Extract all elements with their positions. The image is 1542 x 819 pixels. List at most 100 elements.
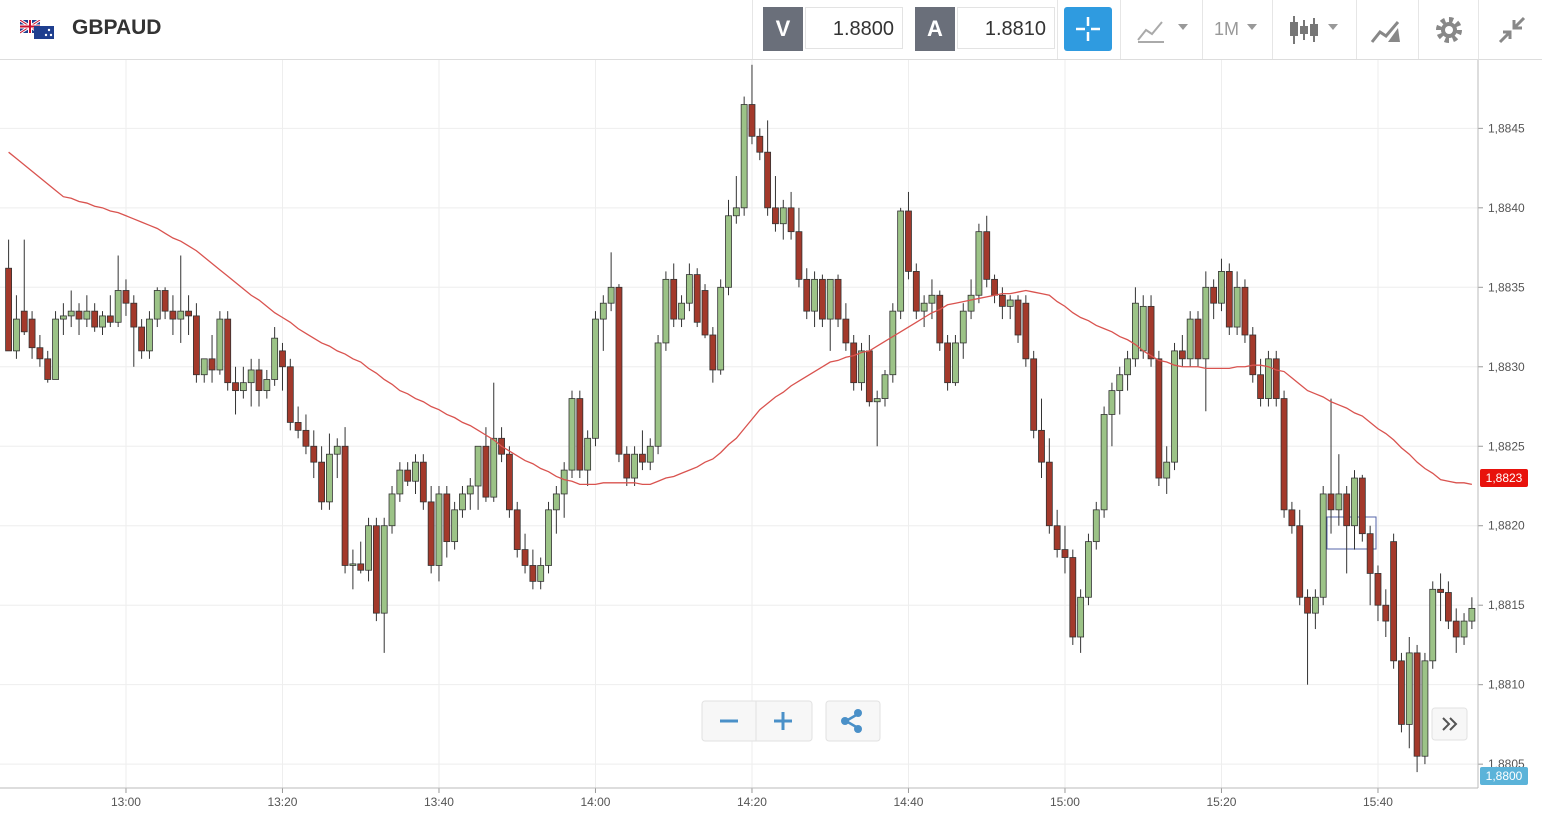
candle — [435, 485, 443, 582]
candle-body — [1100, 414, 1108, 511]
candle — [1006, 295, 1014, 320]
candle — [1468, 597, 1476, 630]
candle — [1053, 509, 1061, 558]
candle-body — [1218, 271, 1225, 304]
candle — [1366, 525, 1374, 606]
x-tick-label: 13:20 — [267, 795, 297, 809]
candle-body — [1155, 358, 1163, 479]
candle — [36, 334, 44, 367]
candle-body — [146, 318, 153, 352]
candle — [1030, 350, 1038, 439]
candle-body — [52, 318, 59, 380]
candle-body — [920, 302, 928, 312]
candle-body — [1014, 299, 1022, 336]
candle — [1241, 279, 1249, 343]
candle-body — [192, 315, 200, 376]
candle-body — [294, 422, 302, 431]
candle-body — [725, 215, 732, 288]
candle-body — [44, 358, 52, 380]
candle-body — [983, 231, 991, 280]
candle-body — [1147, 305, 1155, 360]
candle-body — [271, 337, 279, 380]
candle-body — [380, 525, 388, 614]
candle — [631, 446, 638, 486]
scroll-right-button[interactable] — [1431, 707, 1468, 741]
candle — [537, 557, 545, 590]
candle-body — [568, 398, 576, 471]
candle — [412, 454, 419, 494]
candle-body — [357, 563, 365, 571]
candle-body — [709, 334, 717, 371]
candle-body — [1390, 541, 1398, 662]
candle — [1116, 366, 1124, 415]
candle — [114, 255, 122, 328]
candle-body — [365, 525, 372, 571]
x-tick-label: 15:40 — [1363, 795, 1393, 809]
share-button[interactable] — [825, 700, 881, 742]
y-tick-label: 1,8835 — [1488, 280, 1525, 294]
candle-body — [482, 445, 490, 498]
candle — [1108, 382, 1116, 447]
candle-body — [302, 429, 310, 447]
draw-button[interactable] — [1370, 14, 1402, 46]
candle — [427, 485, 435, 574]
candle-body — [858, 350, 865, 384]
candle — [819, 274, 826, 328]
candle — [607, 252, 615, 312]
candle-body — [99, 315, 106, 328]
candle — [584, 430, 592, 486]
candle — [232, 366, 239, 415]
candle-body — [247, 369, 255, 384]
candle-body — [263, 379, 271, 392]
candle-body — [1296, 525, 1304, 598]
candle — [294, 406, 302, 439]
candle-body — [1249, 334, 1257, 376]
settings-button[interactable] — [1434, 15, 1464, 45]
candle — [850, 334, 858, 391]
sell-button[interactable]: V — [763, 7, 803, 51]
candle-body — [865, 350, 873, 403]
candle-body — [59, 315, 67, 320]
candle-body — [13, 318, 20, 352]
candle-body — [693, 274, 701, 323]
candle-body — [1374, 573, 1382, 606]
candle — [842, 303, 850, 351]
timeframe-button[interactable]: 1M — [1214, 19, 1240, 39]
y-tick-label: 1,8815 — [1488, 598, 1525, 612]
candle — [1280, 390, 1288, 518]
zoom-in-button[interactable] — [774, 712, 792, 730]
x-tick-label: 14:20 — [737, 795, 767, 809]
candle — [795, 207, 803, 288]
candle-body — [91, 310, 99, 328]
candle — [474, 445, 482, 510]
candle-body — [67, 310, 75, 317]
candle-type-button[interactable] — [1288, 14, 1344, 46]
candle-body — [1233, 286, 1241, 328]
buy-price: 1.8810 — [957, 7, 1055, 49]
candle-body — [114, 290, 122, 323]
candle-body — [20, 310, 28, 333]
candle-body — [1445, 592, 1452, 622]
buy-button[interactable]: A — [915, 7, 955, 51]
candle-body — [842, 318, 850, 344]
chart-type-button[interactable] — [1136, 16, 1192, 44]
candle-body — [850, 342, 858, 384]
crosshair-button[interactable] — [1064, 7, 1112, 51]
candle-body — [474, 445, 482, 487]
symbol: GBPAUD — [72, 16, 162, 39]
candle-body — [756, 135, 764, 153]
candle — [466, 478, 474, 510]
candle — [1390, 533, 1398, 669]
candle-body — [341, 445, 349, 566]
candle — [615, 284, 623, 463]
candle-body — [1202, 286, 1210, 360]
candle-body — [505, 453, 513, 511]
candle-body — [975, 231, 983, 296]
collapse-button[interactable] — [1496, 14, 1528, 46]
candle — [1132, 287, 1139, 367]
candle — [983, 215, 991, 288]
candle-body — [811, 278, 818, 312]
candle-body — [1351, 477, 1358, 527]
candle — [1421, 652, 1429, 765]
candle-body — [991, 278, 998, 296]
